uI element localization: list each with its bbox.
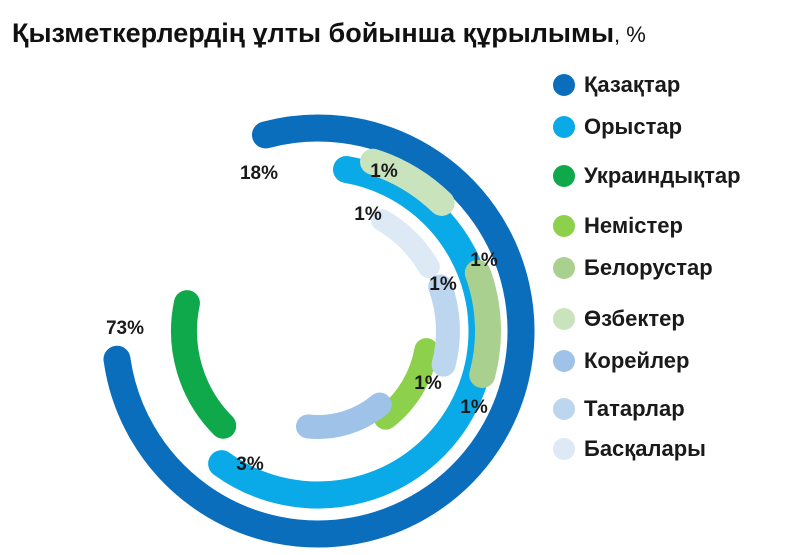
data-label-series-8: 1% (429, 274, 457, 295)
arc-series-4 (373, 338, 439, 430)
legend-label: Басқалары (584, 436, 706, 461)
legend-item-4: Немістер (553, 211, 683, 241)
arc-series-9 (371, 209, 440, 278)
arc-series-7 (295, 392, 392, 439)
arc-series-6 (360, 148, 455, 216)
legend-item-6: Өзбектер (553, 304, 685, 334)
data-label-series-1: 73% (106, 318, 144, 339)
legend-item-3: Украиндықтар (553, 161, 741, 191)
legend-label: Украиндықтар (584, 163, 741, 188)
data-label-series-3: 3% (236, 454, 264, 475)
legend-item-8: Татарлар (553, 394, 685, 424)
data-label-series-2: 18% (240, 163, 278, 184)
legend-label: Татарлар (584, 396, 685, 421)
legend-item-5: Белорустар (553, 253, 713, 283)
data-label-series-4: 1% (460, 397, 488, 418)
arc-series-5 (464, 259, 501, 388)
legend-swatch (553, 74, 575, 96)
legend-label: Қазақтар (584, 72, 681, 97)
legend-label: Корейлер (584, 348, 690, 373)
legend-swatch (553, 215, 575, 237)
legend-swatch (553, 438, 575, 460)
arc-series-8 (428, 274, 460, 377)
data-label-series-5: 1% (470, 250, 498, 271)
legend-item-1: Қазақтар (553, 70, 680, 100)
legend-swatch (553, 398, 575, 420)
data-label-series-7: 1% (414, 373, 442, 394)
legend-swatch (553, 116, 575, 138)
arc-series-3 (171, 290, 237, 439)
legend-label: Өзбектер (584, 306, 685, 331)
legend-swatch (553, 350, 575, 372)
legend-label: Немістер (584, 213, 683, 238)
data-label-series-6: 1% (370, 161, 398, 182)
legend-item-9: Басқалары (553, 434, 706, 464)
legend-label: Белорустар (584, 255, 713, 280)
arc-series-2 (208, 155, 496, 509)
legend-item-2: Орыстар (553, 112, 682, 142)
legend-swatch (553, 257, 575, 279)
chart-title-text: Қызметкерлердің ұлты бойынша құрылымы (12, 18, 615, 48)
arc-series-1 (103, 114, 535, 548)
chart-title: Қызметкерлердің ұлты бойынша құрылымы, % (12, 18, 646, 49)
legend-item-7: Корейлер (553, 346, 689, 376)
legend-label: Орыстар (584, 114, 683, 139)
data-label-series-9: 1% (354, 204, 382, 225)
chart-title-unit: , % (614, 22, 646, 47)
legend-swatch (553, 308, 575, 330)
legend-swatch (553, 165, 575, 187)
